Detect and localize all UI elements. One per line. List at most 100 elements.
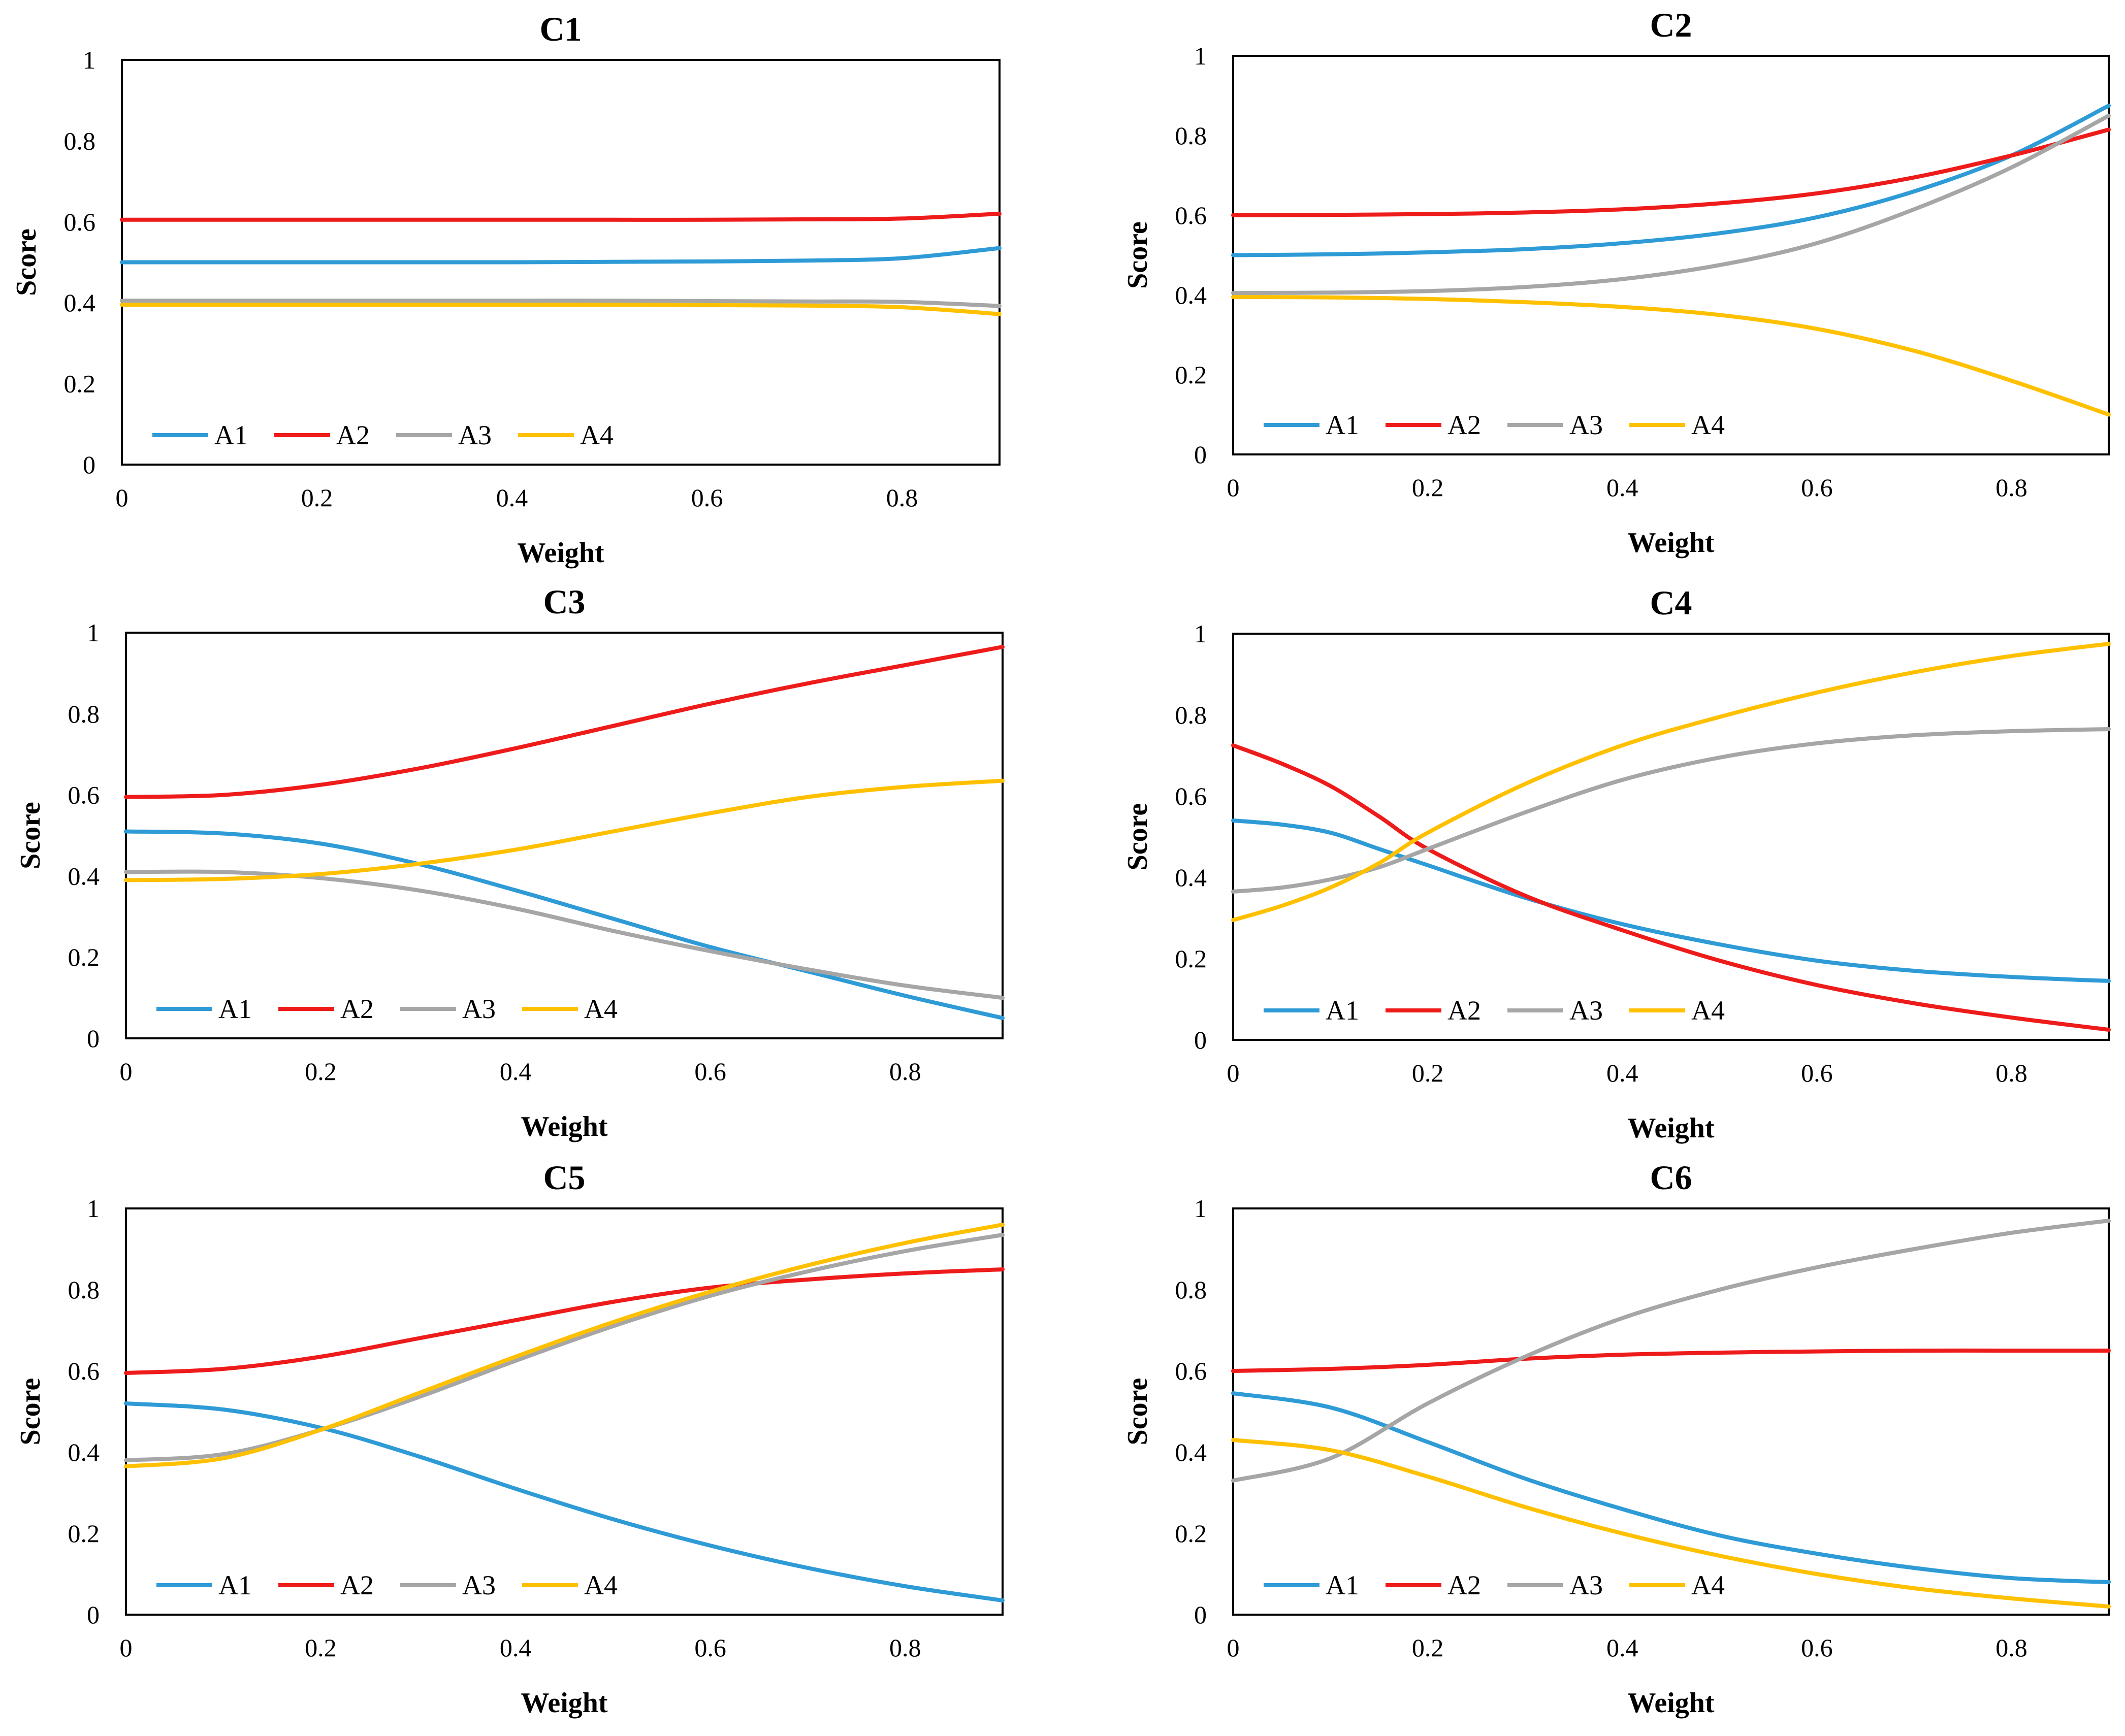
y-tick-label: 0 — [1194, 440, 1207, 469]
y-tick-label: 0 — [87, 1024, 100, 1053]
legend-label-a2: A2 — [1447, 1570, 1481, 1600]
x-tick-label: 0.2 — [305, 1633, 337, 1662]
series-line-a3 — [124, 869, 1005, 1000]
y-tick-label: 0.4 — [1175, 281, 1207, 309]
y-tick-label: 0.2 — [64, 370, 96, 398]
x-tick-label: 0.2 — [301, 483, 333, 512]
chart-panel-c6: C6 0 0.2 0.4 0.6 0.8 1 0 0.2 0.4 0.6 0.8 Weight Score… — [1122, 1158, 2111, 1719]
y-axis-title: Score — [15, 1378, 46, 1446]
chart-title: C5 — [543, 1158, 585, 1197]
series-line-a4 — [1231, 294, 2111, 417]
y-tick-label: 0 — [83, 450, 95, 479]
y-tick-label: 0.2 — [68, 1519, 100, 1548]
series-line-a4 — [124, 778, 1005, 882]
x-tick-label: 0.6 — [1801, 473, 1833, 502]
legend-label-a2: A2 — [340, 1570, 374, 1600]
x-tick-label: 0.6 — [1801, 1059, 1833, 1087]
x-axis-title: Weight — [521, 1111, 607, 1142]
series-line-a4 — [1231, 642, 2111, 922]
y-tick-label: 0.4 — [1175, 863, 1207, 892]
y-tick-label: 0.4 — [64, 288, 96, 317]
series-line-a3 — [120, 299, 1002, 308]
y-tick-label: 0 — [87, 1600, 100, 1629]
chart-panel-c2: C2 0 0.2 0.4 0.6 0.8 1 0 0.2 0.4 0.6 0.8 Weight Score… — [1122, 6, 2111, 559]
y-axis-title: Score — [1122, 221, 1153, 289]
y-tick-label: 0.8 — [1175, 121, 1207, 150]
x-tick-label: 0 — [1227, 473, 1240, 502]
series-line-a3 — [1231, 727, 2111, 894]
y-tick-label: 0.4 — [68, 862, 100, 890]
x-tick-label: 0 — [1227, 1059, 1240, 1087]
y-tick-label: 0.4 — [68, 1438, 100, 1466]
legend-label-a3: A3 — [1569, 1570, 1603, 1600]
legend-label-a2: A2 — [340, 994, 374, 1024]
y-tick-label: 0.2 — [1175, 361, 1207, 389]
x-tick-label: 0.8 — [1995, 473, 2027, 502]
x-tick-label: 0.4 — [496, 483, 528, 512]
series-line-a1 — [124, 1401, 1005, 1602]
legend-label-a2: A2 — [336, 420, 370, 450]
legend-label-a4: A4 — [584, 994, 618, 1024]
y-tick-label: 1 — [1194, 619, 1207, 648]
legend-label-a3: A3 — [462, 994, 496, 1024]
y-tick-label: 0.2 — [1175, 1519, 1207, 1548]
y-tick-label: 1 — [1194, 1194, 1207, 1223]
x-axis-title: Weight — [517, 537, 604, 569]
x-tick-label: 0.8 — [886, 483, 918, 512]
series-line-a4 — [120, 303, 1002, 316]
legend-label-a3: A3 — [1569, 410, 1603, 440]
x-tick-label: 0.6 — [694, 1057, 726, 1086]
chart-title: C6 — [1650, 1158, 1692, 1197]
legend-label-a2: A2 — [1447, 410, 1481, 440]
x-tick-label: 0.4 — [500, 1057, 532, 1086]
legend-label-a1: A1 — [218, 994, 252, 1024]
series-line-a2 — [120, 211, 1002, 222]
y-tick-label: 0 — [1194, 1600, 1207, 1629]
chart-title: C4 — [1650, 583, 1692, 622]
y-tick-label: 1 — [87, 618, 100, 647]
x-tick-label: 0.8 — [1995, 1059, 2027, 1087]
legend-label-a1: A1 — [1326, 410, 1359, 440]
x-tick-label: 0.8 — [889, 1633, 921, 1662]
legend-label-a1: A1 — [1326, 1570, 1359, 1600]
x-tick-label: 0 — [116, 483, 128, 512]
x-tick-label: 0.4 — [1606, 1059, 1638, 1087]
y-tick-label: 0.6 — [68, 781, 100, 809]
x-tick-label: 0.2 — [1412, 473, 1444, 502]
x-tick-label: 0.4 — [500, 1633, 532, 1662]
y-tick-label: 0.6 — [68, 1357, 100, 1385]
y-axis-title: Score — [11, 228, 42, 296]
x-tick-label: 0.2 — [1412, 1059, 1444, 1087]
x-tick-label: 0 — [1227, 1633, 1240, 1662]
chart-title: C3 — [543, 582, 585, 621]
legend-label-a1: A1 — [1326, 995, 1359, 1026]
legend-label-a1: A1 — [214, 420, 248, 450]
chart-title: C1 — [539, 10, 582, 48]
legend-label-a3: A3 — [1569, 995, 1603, 1026]
x-axis-title: Weight — [1627, 1112, 1714, 1144]
series-line-a1 — [1231, 1391, 2111, 1584]
x-tick-label: 0.6 — [694, 1633, 726, 1662]
series-line-a3 — [1231, 1219, 2111, 1483]
chart-panel-c3: C3 0 0.2 0.4 0.6 0.8 1 0 0.2 0.4 0.6 0.8 Weight Score… — [15, 582, 1005, 1142]
x-tick-label: 0.4 — [1606, 473, 1638, 502]
y-tick-label: 0.8 — [64, 126, 96, 155]
y-tick-label: 0 — [1194, 1026, 1207, 1054]
chart-panel-c1: C1 0 0.2 0.4 0.6 0.8 1 0 0.2 0.4 0.6 0.8 Weight Score… — [11, 10, 1002, 569]
chart-panel-c4: C4 0 0.2 0.4 0.6 0.8 1 0 0.2 0.4 0.6 0.8 Weight Score… — [1122, 583, 2111, 1144]
y-tick-label: 1 — [83, 46, 95, 74]
y-tick-label: 0.6 — [64, 208, 96, 236]
legend-label-a4: A4 — [1691, 410, 1725, 440]
series-line-a2 — [124, 645, 1005, 799]
x-axis-title: Weight — [521, 1687, 607, 1719]
legend-label-a3: A3 — [458, 420, 492, 450]
x-axis-title: Weight — [1627, 527, 1714, 559]
series-line-a1 — [124, 829, 1005, 1020]
chart-panel-c5: C5 0 0.2 0.4 0.6 0.8 1 0 0.2 0.4 0.6 0.8 Weight Score… — [15, 1158, 1005, 1719]
y-tick-label: 0.8 — [68, 1275, 100, 1304]
y-tick-label: 0.2 — [1175, 944, 1207, 973]
x-tick-label: 0.6 — [1801, 1633, 1833, 1662]
series-line-a1 — [120, 246, 1002, 265]
y-tick-label: 1 — [1194, 42, 1207, 70]
